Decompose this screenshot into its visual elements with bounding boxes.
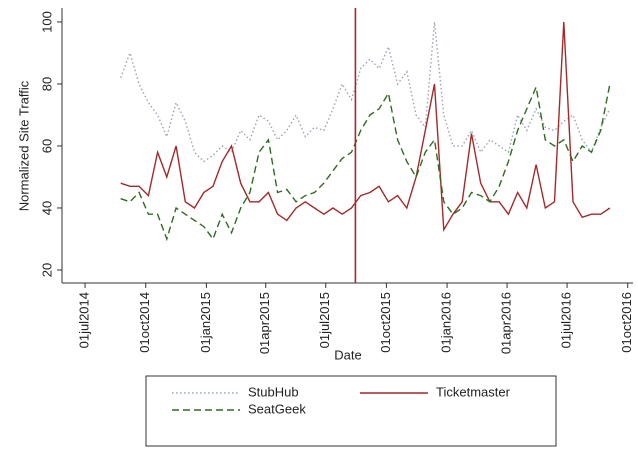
x-tick-label: 01jul2016: [559, 292, 574, 348]
x-tick-label: 01oct2016: [619, 292, 634, 353]
y-tick-label: 40: [39, 201, 54, 215]
x-axis-title: Date: [334, 347, 361, 362]
y-tick-label: 80: [39, 77, 54, 91]
legend-box: [145, 375, 557, 447]
x-tick-label: 01apr2016: [499, 292, 514, 354]
series-line: [120, 21, 611, 233]
x-tick-label: 01jul2014: [77, 292, 92, 348]
legend-label: Ticketmaster: [436, 384, 511, 399]
x-tick-label: 01jan2015: [198, 292, 213, 353]
y-tick-label: 100: [39, 11, 54, 33]
series-line: [120, 83, 611, 242]
x-tick-label: 01oct2015: [378, 292, 393, 353]
x-tick-label: 01apr2015: [257, 292, 272, 354]
x-tick-label: 01oct2014: [137, 292, 152, 353]
y-axis-title: Normalized Site Traffic: [16, 80, 31, 211]
x-tick-label: 01jan2016: [438, 292, 453, 353]
y-tick-label: 60: [39, 139, 54, 153]
legend-label: StubHub: [248, 384, 299, 399]
y-tick-label: 20: [39, 263, 54, 277]
series-line: [120, 21, 611, 163]
legend-label: SeatGeek: [248, 401, 306, 416]
x-tick-label: 01jul2015: [317, 292, 332, 348]
